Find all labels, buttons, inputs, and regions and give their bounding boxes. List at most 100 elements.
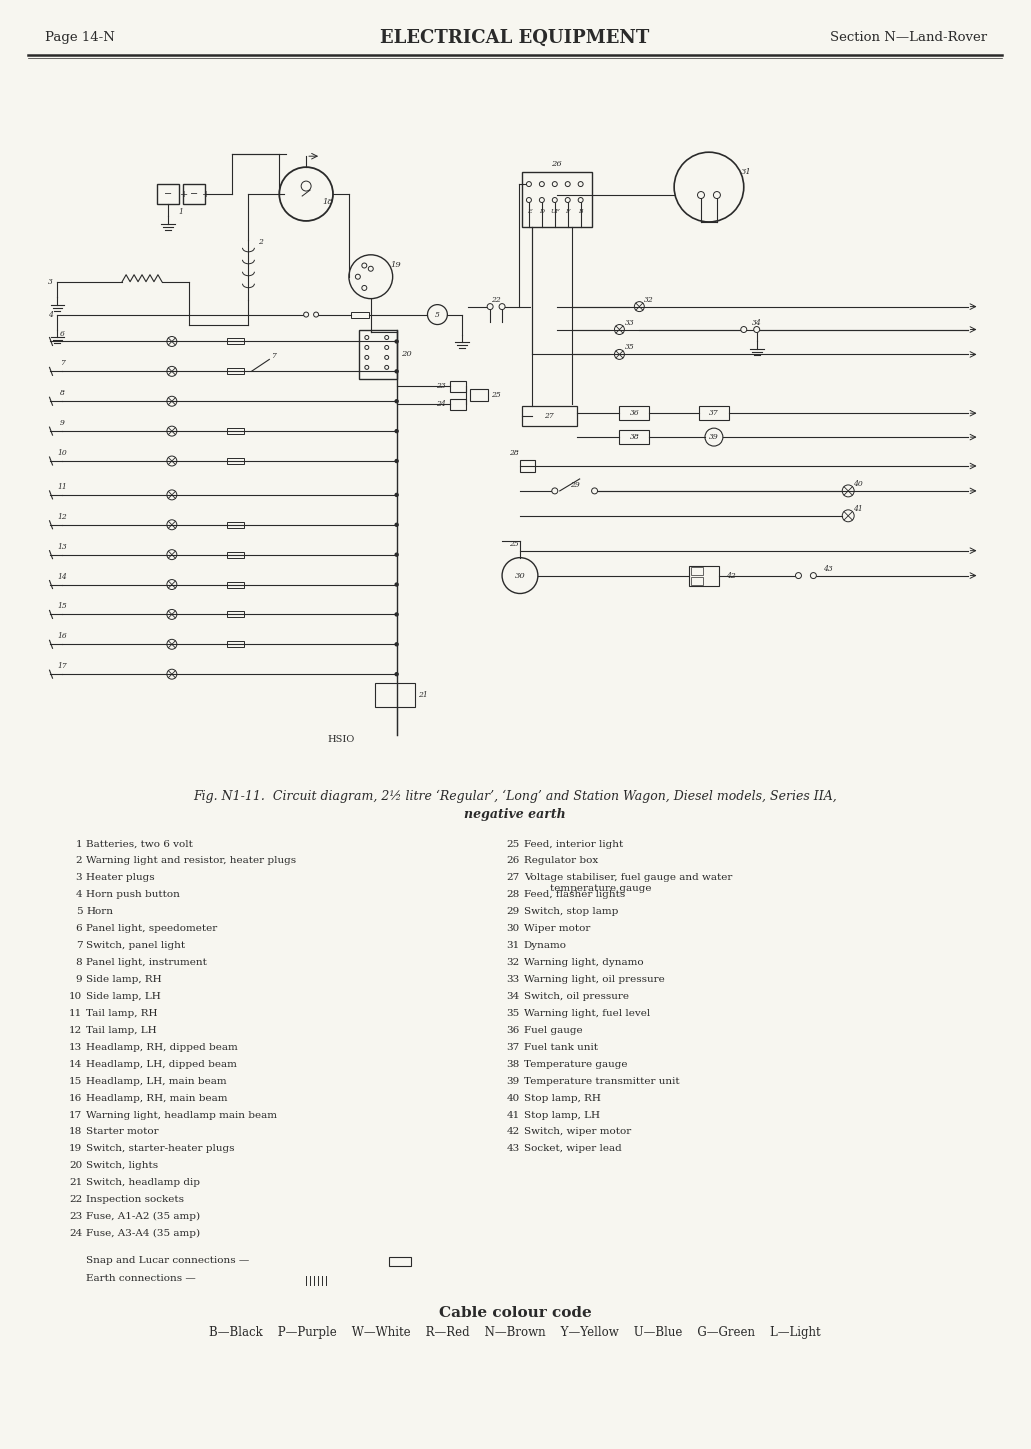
Circle shape [741,326,746,332]
Bar [520,459,535,472]
Text: 30: 30 [514,571,526,580]
Circle shape [499,304,505,310]
Text: 34: 34 [752,319,762,326]
Text: 28: 28 [509,449,519,456]
Text: Switch, starter-heater plugs: Switch, starter-heater plugs [87,1145,235,1153]
Text: 10: 10 [58,449,67,456]
Text: 2: 2 [75,856,82,865]
Text: Switch, headlamp dip: Switch, headlamp dip [87,1178,200,1187]
Text: 37: 37 [709,409,719,417]
Circle shape [395,430,398,433]
Text: Horn: Horn [87,907,113,916]
Text: Headlamp, RH, main beam: Headlamp, RH, main beam [87,1094,228,1103]
Text: 14: 14 [69,1059,82,1069]
Text: Fuel gauge: Fuel gauge [524,1026,583,1035]
Text: 39: 39 [506,1077,520,1085]
Text: 12: 12 [58,513,67,520]
Text: 15: 15 [69,1077,82,1085]
Text: 13: 13 [69,1043,82,1052]
Text: 11: 11 [58,483,67,491]
Circle shape [796,572,801,578]
Text: 2: 2 [258,238,263,246]
Text: 28: 28 [506,890,520,900]
Circle shape [395,369,398,372]
Circle shape [552,488,558,494]
Bar [227,368,244,374]
Circle shape [365,365,369,369]
Bar [522,406,576,426]
Text: 43: 43 [506,1145,520,1153]
Circle shape [365,336,369,339]
Text: 40: 40 [854,480,863,488]
Text: E: E [527,210,531,214]
Text: 29: 29 [570,481,579,488]
Text: 18: 18 [323,199,333,206]
Text: 35: 35 [506,1009,520,1017]
Text: Switch, wiper motor: Switch, wiper motor [524,1127,631,1136]
Text: 3: 3 [48,278,53,285]
Text: 14: 14 [58,572,67,581]
Text: 4: 4 [48,310,53,319]
Text: 3: 3 [75,874,82,882]
Text: Batteries, two 6 volt: Batteries, two 6 volt [87,839,193,849]
Circle shape [754,326,760,332]
Text: Panel light, instrument: Panel light, instrument [87,958,207,966]
Text: 25: 25 [506,839,520,849]
Text: 42: 42 [506,1127,520,1136]
Text: Tail lamp, LH: Tail lamp, LH [87,1026,157,1035]
Text: Regulator box: Regulator box [524,856,598,865]
Text: 24: 24 [435,400,445,409]
Text: 16: 16 [58,632,67,640]
Text: Cable colour code: Cable colour code [438,1306,592,1320]
Circle shape [362,264,367,268]
Text: Voltage stabiliser, fuel gauge and water
        temperature gauge: Voltage stabiliser, fuel gauge and water… [524,874,732,893]
Circle shape [527,197,531,203]
Text: 23: 23 [435,383,445,390]
Circle shape [527,181,531,187]
Bar [227,427,244,435]
Bar [389,1256,410,1266]
Text: 7: 7 [75,942,82,951]
Circle shape [395,341,398,343]
Circle shape [488,304,493,310]
Circle shape [368,267,373,271]
Text: UF: UF [550,210,560,214]
Circle shape [553,197,558,203]
Text: 21: 21 [418,691,428,698]
Text: 25: 25 [491,391,501,400]
Bar [522,172,592,227]
Text: 7: 7 [60,359,65,368]
Bar [699,406,729,420]
Circle shape [385,355,389,359]
Bar [620,430,650,443]
Circle shape [356,274,361,280]
Text: Headlamp, RH, dipped beam: Headlamp, RH, dipped beam [87,1043,238,1052]
Text: 38: 38 [506,1059,520,1069]
Bar [227,611,244,617]
Text: 5: 5 [435,310,440,319]
Circle shape [395,400,398,403]
Circle shape [539,181,544,187]
Circle shape [578,181,584,187]
Bar [691,567,703,575]
Text: −: − [190,190,198,199]
Circle shape [553,181,558,187]
Text: Heater plugs: Heater plugs [87,874,155,882]
Text: 37: 37 [506,1043,520,1052]
Text: Tail lamp, RH: Tail lamp, RH [87,1009,158,1017]
Text: Switch, panel light: Switch, panel light [87,942,186,951]
Text: 38: 38 [630,433,639,440]
Text: 32: 32 [644,296,654,304]
Text: 33: 33 [506,975,520,984]
Text: 35: 35 [625,343,634,352]
Text: 27: 27 [544,412,554,420]
Text: 22: 22 [69,1195,82,1204]
Text: Warning light and resistor, heater plugs: Warning light and resistor, heater plugs [87,856,297,865]
Bar [227,552,244,558]
Text: 16: 16 [69,1094,82,1103]
Text: 12: 12 [69,1026,82,1035]
Text: ELECTRICAL EQUIPMENT: ELECTRICAL EQUIPMENT [380,29,650,46]
Text: Warning light, fuel level: Warning light, fuel level [524,1009,651,1017]
Text: 6: 6 [75,924,82,933]
Circle shape [395,523,398,526]
